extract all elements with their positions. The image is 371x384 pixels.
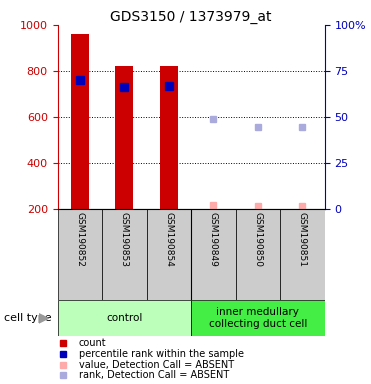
Bar xyxy=(115,66,133,209)
Bar xyxy=(191,300,325,336)
Bar xyxy=(71,34,89,209)
Bar xyxy=(280,209,325,300)
Text: ▶: ▶ xyxy=(39,311,50,325)
Text: GSM190849: GSM190849 xyxy=(209,212,218,267)
Text: percentile rank within the sample: percentile rank within the sample xyxy=(79,349,244,359)
Bar xyxy=(58,300,191,336)
Text: GSM190851: GSM190851 xyxy=(298,212,307,267)
Bar xyxy=(160,66,178,209)
Text: GSM190854: GSM190854 xyxy=(164,212,173,267)
Bar xyxy=(191,209,236,300)
Text: GSM190853: GSM190853 xyxy=(120,212,129,267)
Text: GSM190850: GSM190850 xyxy=(253,212,262,267)
Bar xyxy=(58,209,102,300)
Bar xyxy=(236,209,280,300)
Text: cell type: cell type xyxy=(4,313,51,323)
Text: control: control xyxy=(106,313,142,323)
Text: GSM190852: GSM190852 xyxy=(75,212,84,267)
Text: inner medullary
collecting duct cell: inner medullary collecting duct cell xyxy=(209,307,307,329)
Text: count: count xyxy=(79,338,106,348)
Bar xyxy=(102,209,147,300)
Bar xyxy=(147,209,191,300)
Text: rank, Detection Call = ABSENT: rank, Detection Call = ABSENT xyxy=(79,370,229,380)
Title: GDS3150 / 1373979_at: GDS3150 / 1373979_at xyxy=(110,10,272,24)
Text: value, Detection Call = ABSENT: value, Detection Call = ABSENT xyxy=(79,359,234,369)
